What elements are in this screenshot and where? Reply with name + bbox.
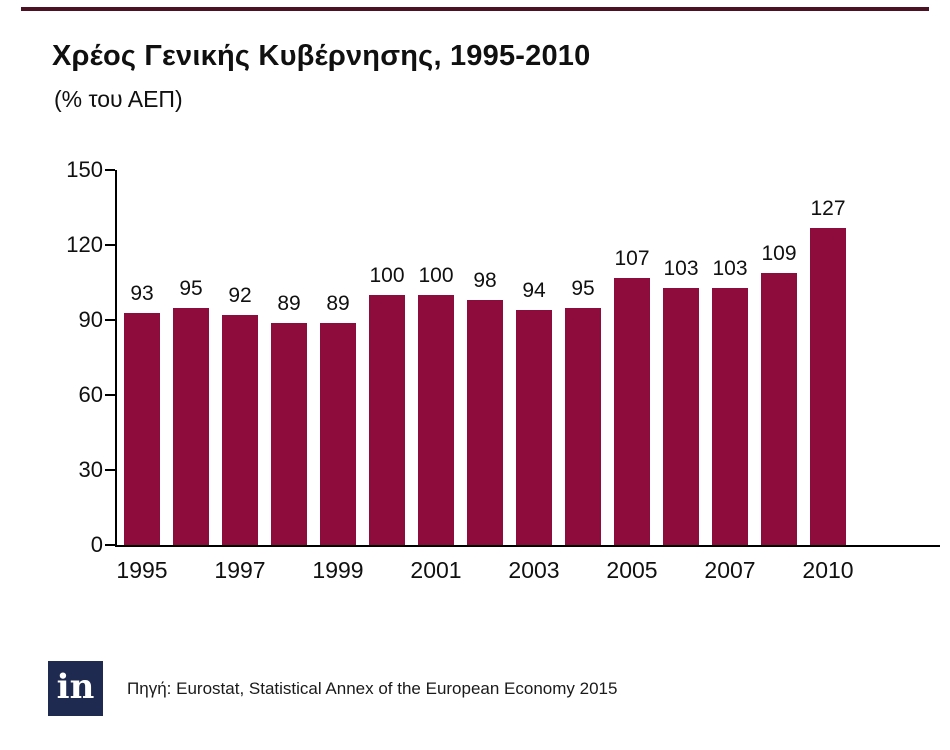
bar [173, 307, 209, 545]
bar-group: 127 2010 [802, 170, 853, 584]
bar [320, 322, 356, 545]
bar-group: 103 2007 [704, 170, 755, 584]
bar [467, 300, 503, 545]
bar [418, 295, 454, 545]
in-logo-text: in [56, 666, 95, 707]
bar-group: 100 [369, 170, 405, 545]
bar-group: 103 [663, 170, 699, 545]
bar-group: 95 [173, 170, 209, 545]
bar-group: 100 2001 [410, 170, 461, 583]
y-tick [105, 244, 115, 246]
y-tick-label: 90 [78, 307, 103, 332]
bar-value-label: 103 [712, 256, 748, 280]
top-accent-rule [21, 7, 929, 11]
y-tick-label: 150 [66, 157, 103, 182]
in-logo: in [48, 661, 103, 716]
bar-value-label: 94 [522, 279, 546, 302]
chart-title: Χρέος Γενικής Κυβέρνησης, 1995-2010 [52, 40, 591, 72]
bar-group: 92 1997 [214, 170, 265, 583]
bar-group: 94 2003 [508, 170, 559, 583]
bar-value-label: 92 [228, 284, 252, 307]
bar [663, 287, 699, 545]
bar-value-label: 103 [663, 256, 699, 280]
bar-group: 98 [467, 170, 503, 545]
y-tick [105, 394, 115, 396]
y-tick [105, 544, 115, 546]
bar [516, 310, 552, 545]
x-tick-label: 2005 [606, 557, 658, 583]
bar-group: 109 [761, 170, 797, 545]
bar [222, 315, 258, 545]
bar-value-label: 109 [761, 241, 797, 265]
bar-series: 93 1995 95 92 1997 89 89 1999 100 100 2001 98 94 2003… [116, 170, 853, 584]
bar [614, 277, 650, 545]
footer: in Πηγή: Eurostat, Statistical Annex of … [48, 661, 617, 716]
bar-group: 95 [565, 170, 601, 545]
x-tick-label: 1995 [116, 557, 168, 583]
x-tick-label: 2003 [508, 557, 560, 583]
bar-value-label: 89 [277, 291, 301, 315]
bar-value-label: 95 [571, 276, 595, 300]
chart-subtitle: (% του ΑΕΠ) [54, 86, 183, 112]
x-tick-label: 1999 [312, 557, 364, 583]
y-tick-label: 30 [78, 457, 103, 482]
bar-group: 89 1999 [312, 170, 363, 584]
bar-value-label: 93 [130, 281, 154, 305]
y-tick [105, 319, 115, 321]
y-tick [105, 169, 115, 171]
plot-area: 0 30 60 90 120 150 93 1995 95 92 1997 89 89 1999 100 1… [66, 157, 940, 584]
bar-value-label: 98 [473, 269, 497, 292]
x-tick-label: 2007 [704, 557, 756, 583]
bar-value-label: 100 [418, 264, 454, 287]
bar-value-label: 107 [614, 246, 650, 270]
y-tick-label: 120 [66, 232, 103, 257]
bar [810, 227, 846, 545]
bar [712, 287, 748, 545]
x-tick-label: 2010 [802, 557, 854, 583]
bar-value-label: 100 [369, 264, 405, 287]
bar [761, 272, 797, 545]
bar-group: 107 2005 [606, 170, 657, 584]
y-tick-label: 60 [78, 382, 103, 407]
y-tick [105, 469, 115, 471]
bar [565, 307, 601, 545]
source-text: Πηγή: Eurostat, Statistical Annex of the… [127, 678, 618, 698]
bar-value-label: 95 [179, 276, 203, 300]
bar-value-label: 89 [326, 291, 350, 315]
bar-group: 93 1995 [116, 170, 167, 584]
bar [124, 312, 160, 545]
bar-group: 89 [271, 170, 307, 545]
y-tick-label: 0 [90, 532, 103, 557]
bar-value-label: 127 [810, 196, 846, 220]
bar [369, 295, 405, 545]
x-tick-label: 1997 [214, 557, 266, 583]
bar [271, 322, 307, 545]
x-tick-label: 2001 [410, 557, 462, 583]
